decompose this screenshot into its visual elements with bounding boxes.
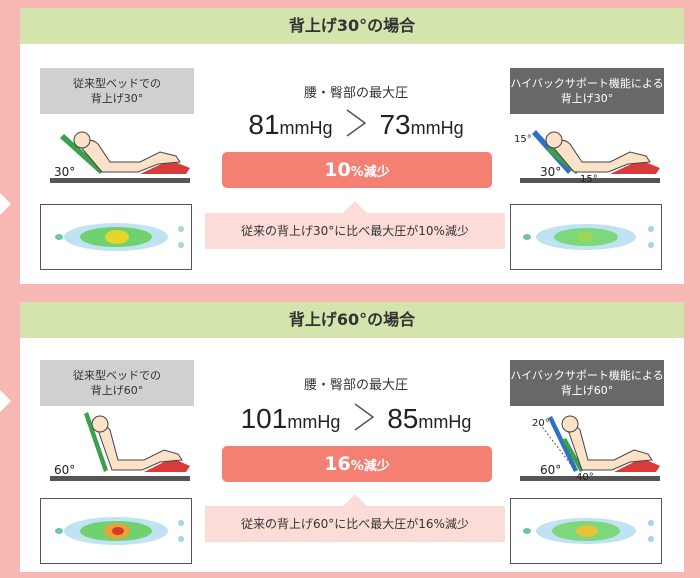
reduction-badge: 10%減少 xyxy=(222,152,492,188)
conv-angle-label: 30° xyxy=(54,165,75,179)
greater-than-icon xyxy=(354,403,375,431)
hibac-sub-angle-b: 40° xyxy=(576,472,594,483)
pressure-comparison: 81mmHg 73mmHg xyxy=(220,108,492,141)
panel-title: 背上げ60°の場合 xyxy=(20,302,684,338)
panel-60: 背上げ60°の場合 従来型ベッドでの 背上げ60° ハイバックサポート機能による… xyxy=(20,302,684,572)
after-unit: mmHg xyxy=(418,412,472,432)
hibac-angle-label: 30° xyxy=(540,165,561,179)
pressure-map-conventional xyxy=(40,498,192,564)
hibac-label: ハイバックサポート機能による 背上げ60° xyxy=(510,360,664,406)
after-unit: mmHg xyxy=(410,118,464,138)
panel-30: 背上げ30°の場合 従来型ベッドでの 背上げ30° ハイバックサポート機能による… xyxy=(20,8,684,284)
pressure-title: 腰・臀部の最大圧 xyxy=(303,378,408,393)
comparison-note: 従来の背上げ60°に比べ最大圧が16%減少 xyxy=(205,506,505,542)
comparison-note: 従来の背上げ30°に比べ最大圧が10%減少 xyxy=(205,213,505,249)
before-unit: mmHg xyxy=(279,118,333,138)
hibac-sub-angle-a: 15° xyxy=(514,134,532,145)
conventional-bed-illustration: 60° xyxy=(50,412,190,481)
greater-than-icon xyxy=(346,109,367,137)
note-pointer xyxy=(343,201,367,213)
after-value: 85 xyxy=(387,403,419,434)
hibac-label: ハイバックサポート機能による 背上げ30° xyxy=(510,68,664,114)
pressure-comparison: 101mmHg 85mmHg xyxy=(220,402,492,435)
pressure-map-conventional xyxy=(40,204,192,270)
note-pointer xyxy=(343,494,367,506)
reduction-value: 10 xyxy=(324,159,351,181)
reduction-unit: %減少 xyxy=(350,165,390,180)
hibac-angle-label: 60° xyxy=(540,463,561,477)
before-value: 81 xyxy=(248,109,280,140)
before-unit: mmHg xyxy=(287,412,341,432)
reduction-value: 16 xyxy=(324,453,351,475)
pressure-map-hibac xyxy=(510,204,662,270)
before-value: 101 xyxy=(240,403,288,434)
hibac-bed-illustration: 15° 30° 15° xyxy=(514,130,660,185)
reduction-unit: %減少 xyxy=(350,459,390,474)
conventional-bed-illustration: 30° xyxy=(50,131,190,183)
left-arrow-1 xyxy=(0,193,11,215)
panel-title: 背上げ30°の場合 xyxy=(20,8,684,44)
hibac-sub-angle-b: 15° xyxy=(580,174,598,185)
pressure-title: 腰・臀部の最大圧 xyxy=(303,86,408,101)
hibac-bed-illustration: 20° 60° 40° xyxy=(520,415,660,483)
left-arrow-2 xyxy=(0,390,11,412)
reduction-badge: 16%減少 xyxy=(222,446,492,482)
conv-angle-label: 60° xyxy=(54,463,75,477)
conventional-label: 従来型ベッドでの 背上げ30° xyxy=(40,68,194,114)
conventional-label: 従来型ベッドでの 背上げ60° xyxy=(40,360,194,406)
pressure-map-hibac xyxy=(510,498,662,564)
after-value: 73 xyxy=(379,109,411,140)
hibac-sub-angle-a: 20° xyxy=(532,418,550,429)
